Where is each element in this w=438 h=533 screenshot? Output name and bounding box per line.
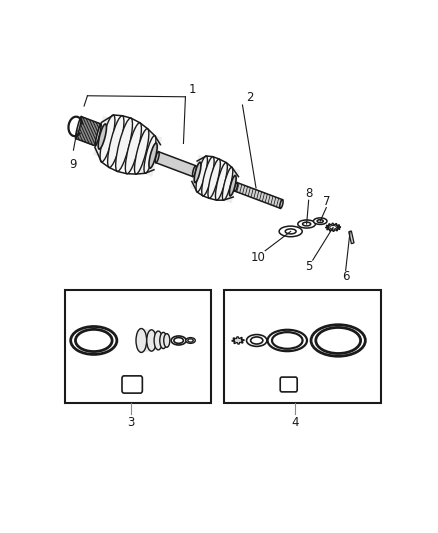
Polygon shape	[349, 231, 354, 244]
Polygon shape	[76, 117, 101, 146]
Text: 7: 7	[322, 195, 330, 207]
Ellipse shape	[174, 337, 184, 343]
Polygon shape	[93, 115, 162, 177]
Text: 10: 10	[251, 251, 265, 264]
Ellipse shape	[136, 328, 147, 352]
Ellipse shape	[247, 335, 267, 346]
Ellipse shape	[186, 337, 195, 343]
Polygon shape	[190, 155, 240, 203]
Ellipse shape	[280, 200, 283, 208]
Ellipse shape	[230, 175, 236, 196]
Ellipse shape	[155, 152, 159, 163]
Ellipse shape	[234, 182, 237, 191]
Text: 3: 3	[127, 416, 134, 429]
Ellipse shape	[147, 330, 156, 351]
Ellipse shape	[171, 336, 186, 345]
Ellipse shape	[98, 124, 106, 149]
Text: 4: 4	[291, 416, 298, 429]
Ellipse shape	[208, 159, 220, 198]
Ellipse shape	[75, 117, 81, 139]
Ellipse shape	[154, 331, 162, 350]
Bar	[65, 290, 211, 402]
Ellipse shape	[194, 162, 201, 183]
Ellipse shape	[196, 156, 208, 192]
Ellipse shape	[279, 226, 302, 237]
Ellipse shape	[202, 157, 214, 196]
Text: 2: 2	[246, 91, 253, 104]
Ellipse shape	[272, 332, 303, 349]
Bar	[224, 290, 381, 402]
Ellipse shape	[144, 135, 156, 173]
Ellipse shape	[316, 327, 360, 353]
Ellipse shape	[71, 327, 117, 354]
Text: 1: 1	[189, 83, 196, 96]
Ellipse shape	[317, 220, 323, 223]
Ellipse shape	[303, 222, 311, 226]
Ellipse shape	[251, 337, 263, 344]
Polygon shape	[232, 337, 244, 344]
Ellipse shape	[330, 225, 336, 229]
Polygon shape	[156, 152, 196, 177]
Ellipse shape	[95, 124, 101, 146]
FancyBboxPatch shape	[122, 376, 142, 393]
Text: 5: 5	[305, 260, 313, 273]
Ellipse shape	[285, 229, 296, 234]
Ellipse shape	[160, 333, 167, 349]
Ellipse shape	[108, 116, 124, 167]
Text: 8: 8	[305, 187, 312, 200]
Ellipse shape	[311, 325, 365, 356]
Ellipse shape	[193, 166, 196, 177]
Polygon shape	[141, 328, 167, 352]
Ellipse shape	[149, 143, 157, 168]
Ellipse shape	[100, 115, 115, 162]
Ellipse shape	[215, 163, 227, 200]
Text: 9: 9	[70, 158, 77, 171]
Polygon shape	[235, 182, 283, 208]
Ellipse shape	[134, 128, 149, 174]
Ellipse shape	[188, 339, 193, 342]
Polygon shape	[325, 223, 341, 231]
Ellipse shape	[125, 123, 141, 174]
Ellipse shape	[223, 167, 233, 200]
Ellipse shape	[268, 330, 307, 351]
FancyBboxPatch shape	[280, 377, 297, 392]
Ellipse shape	[116, 118, 132, 172]
Ellipse shape	[298, 220, 315, 228]
Ellipse shape	[314, 218, 327, 224]
Ellipse shape	[75, 329, 112, 352]
Ellipse shape	[164, 334, 170, 348]
Text: 6: 6	[342, 270, 350, 284]
